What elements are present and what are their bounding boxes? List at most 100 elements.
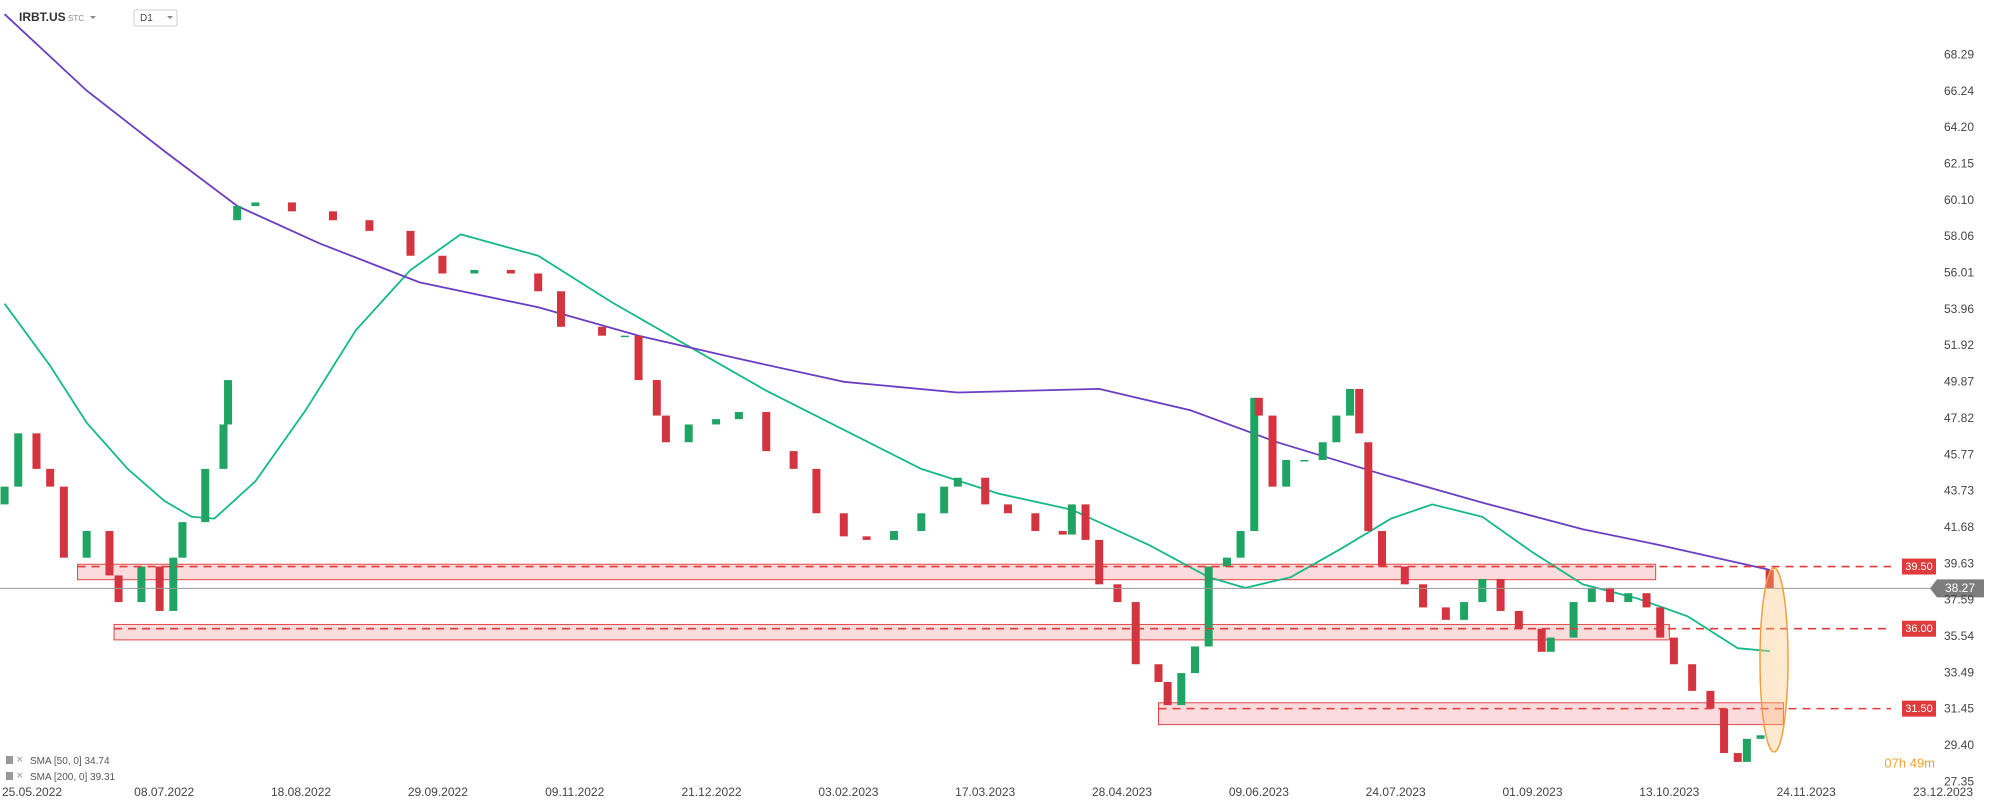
highlight-ellipse — [1759, 567, 1789, 753]
candle-body — [1706, 690, 1715, 709]
interval-dropdown[interactable] — [167, 16, 173, 19]
candle-body — [1058, 531, 1067, 535]
y-tick-label: 35.54 — [1944, 629, 1974, 643]
y-tick-label: 64.20 — [1944, 120, 1974, 134]
y-tick-label: 31.45 — [1944, 702, 1974, 716]
candle-body — [712, 419, 721, 425]
symbol-dropdown[interactable] — [90, 16, 96, 19]
level-label-box — [1902, 558, 1936, 575]
candle-body — [233, 206, 242, 221]
candle-body — [365, 220, 374, 231]
support-zone — [1158, 702, 1784, 726]
interval-select[interactable] — [133, 9, 178, 27]
x-tick-label: 09.06.2023 — [1229, 785, 1289, 799]
candle-body — [1154, 664, 1163, 682]
candle-body — [1067, 504, 1076, 535]
candle-body — [1606, 587, 1615, 603]
candle-body — [940, 486, 949, 514]
candle-body — [251, 202, 260, 207]
candle-body — [1081, 504, 1090, 540]
candle-body — [1346, 388, 1355, 416]
candle-body — [1003, 504, 1012, 514]
candle-body — [1688, 664, 1697, 691]
candle-body — [789, 451, 798, 469]
candle-body — [1587, 587, 1596, 603]
candle-body — [169, 557, 178, 611]
candle-body — [1236, 531, 1245, 558]
x-tick-label: 17.03.2023 — [955, 785, 1015, 799]
level-label-box — [1902, 620, 1936, 637]
candle-body — [1031, 513, 1040, 532]
candle-body — [1742, 738, 1751, 762]
candle-body — [1460, 602, 1469, 620]
x-tick-label: 03.02.2023 — [818, 785, 878, 799]
candle-body — [59, 486, 68, 558]
candle-body — [1355, 388, 1364, 434]
x-tick-label: 18.08.2022 — [271, 785, 331, 799]
candle-body — [105, 531, 114, 576]
candle-body — [406, 230, 415, 256]
candle-body — [762, 412, 771, 452]
candle-body — [32, 433, 41, 469]
candle-body — [1642, 593, 1651, 608]
candle-body — [1514, 610, 1523, 629]
candle-body — [1400, 566, 1409, 585]
candle-body — [1113, 584, 1122, 603]
y-tick-label: 41.68 — [1944, 520, 1974, 534]
y-tick-label: 29.40 — [1944, 738, 1974, 752]
legend-icon[interactable] — [6, 756, 13, 764]
y-tick-label: 66.24 — [1944, 84, 1974, 98]
y-tick-label: 37.59 — [1944, 593, 1974, 607]
x-tick-label: 29.09.2022 — [408, 785, 468, 799]
candle-body — [1163, 681, 1172, 706]
x-tick-label: 01.09.2023 — [1502, 785, 1562, 799]
support-zone — [113, 623, 1670, 641]
overlay-layer: 39.50 36.00 31.50 38.27 — [0, 558, 1984, 717]
candle-body — [1756, 735, 1765, 739]
candle-body — [812, 468, 821, 514]
legend-name: SMA [50, 0] — [30, 756, 82, 767]
candle-body — [201, 468, 210, 523]
y-tick-label: 33.49 — [1944, 665, 1974, 679]
candle-body — [620, 335, 629, 338]
x-tick-label: 09.11.2022 — [545, 785, 604, 799]
candle-body — [1765, 570, 1774, 589]
candle-body — [0, 486, 9, 505]
candle-body — [1282, 459, 1291, 487]
x-tick-label: 24.11.2023 — [1777, 785, 1836, 799]
candle-body — [1332, 415, 1341, 443]
x-tick-label: 21.12.2022 — [681, 785, 741, 799]
candle-body — [1318, 442, 1327, 460]
legend-close[interactable]: ✕ — [16, 754, 24, 764]
level-label-box — [1902, 700, 1936, 717]
symbol[interactable]: IRBT.US — [19, 10, 66, 24]
legend-value: 34.74 — [84, 756, 109, 767]
legend-entry: SMA [200, 0] 39.31 — [30, 772, 116, 783]
candle-body — [1656, 607, 1665, 638]
support-zone — [77, 563, 1657, 581]
legend-close[interactable]: ✕ — [16, 770, 24, 780]
candle-body — [1669, 637, 1678, 665]
candle-body — [219, 424, 228, 469]
y-tick-label: 39.63 — [1944, 556, 1974, 570]
y-tick-label: 43.73 — [1944, 484, 1974, 498]
candle-body — [734, 412, 743, 420]
candle-body — [1204, 566, 1213, 647]
candle-body — [14, 433, 23, 487]
candles-layer — [0, 202, 1774, 762]
candle-body — [1537, 628, 1546, 652]
y-tick-label: 49.87 — [1944, 375, 1974, 389]
candle-body — [82, 531, 91, 558]
y-tick-label: 53.96 — [1944, 302, 1974, 316]
candle-body — [1268, 415, 1277, 487]
candle-body — [862, 536, 871, 540]
legend-icon[interactable] — [6, 772, 13, 780]
candle-body — [634, 335, 643, 381]
y-tick-label: 58.06 — [1944, 229, 1974, 243]
candle-body — [506, 269, 515, 274]
candle-body — [470, 269, 479, 274]
interval[interactable]: D1 — [140, 13, 153, 24]
level-label: 31.50 — [1905, 703, 1933, 715]
y-tick-label: 56.01 — [1944, 266, 1974, 280]
